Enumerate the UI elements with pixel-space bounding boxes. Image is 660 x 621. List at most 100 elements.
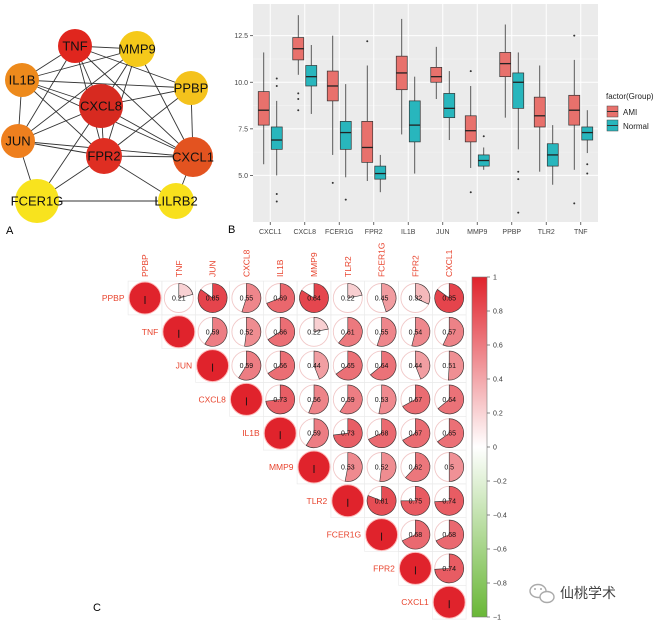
edge-tnf-ppbp <box>74 45 192 89</box>
node-label-fpr2: FPR2 <box>87 149 120 164</box>
corr-cell-cxcl8-mmp9: 0.56 <box>296 382 332 417</box>
colorbar-tick-label: 0.2 <box>493 411 503 418</box>
corr-value-label: 0.52 <box>240 329 254 336</box>
y-tick-label: 10.0 <box>234 80 248 87</box>
x-tick-label-tnf: TNF <box>574 229 588 236</box>
corr-cells: 0.21 0.85 0.55 0.69 0.84 0.22 0.45 0.32 0.85 0.59… <box>127 280 467 620</box>
box-normal-cxcl8 <box>305 44 318 114</box>
box-outlier <box>517 211 520 214</box>
box-body <box>499 52 512 78</box>
box-outlier <box>469 70 472 73</box>
correlation-panel: PPBP TNF JUN CXCL8 IL1B MMP9 TLR2 FCER1G FPR2 CXC… <box>102 243 507 621</box>
corr-value-label: 0.74 <box>442 566 456 573</box>
corr-cell-ppbp-fcer1g: 0.45 <box>364 280 399 316</box>
corr-cell-tnf-cxcl1: 0.57 <box>431 314 467 349</box>
corr-col-label-il1b: IL1B <box>275 259 285 277</box>
corr-col-label-cxcl1: CXCL1 <box>444 249 454 277</box>
boxplot-boxes <box>257 15 594 214</box>
corr-row-label-fpr2: FPR2 <box>373 563 395 573</box>
corr-cell-frame <box>431 584 467 620</box>
corr-row-label-tnf: TNF <box>142 327 159 337</box>
colorbar-tick-label: −0.2 <box>493 479 507 486</box>
x-tick-label-mmp9: MMP9 <box>467 229 487 236</box>
corr-row-label-jun: JUN <box>176 361 193 371</box>
corr-pie-slice <box>238 350 262 381</box>
corr-cell-jun-il1b: 0.66 <box>262 348 298 383</box>
box-normal-cxcl1 <box>270 77 283 203</box>
colorbar-tick-label: −0.6 <box>493 547 507 554</box>
node-label-mmp9: MMP9 <box>118 42 156 57</box>
network-nodes: TNF MMP9 IL1B PPBP CXCL8 JUN FPR2 CXCL1 FCER1G LI… <box>1 29 214 223</box>
box-outlier <box>275 193 278 196</box>
corr-diag-tlr2 <box>330 483 365 518</box>
box-body <box>270 126 283 150</box>
corr-pie-slice <box>266 283 295 313</box>
network-panel: TNF MMP9 IL1B PPBP CXCL8 JUN FPR2 CXCL1 FCER1G LI… <box>1 29 214 223</box>
corr-row-label-cxcl1: CXCL1 <box>401 597 429 607</box>
corr-cell-fpr2-cxcl1: 0.74 <box>431 551 467 586</box>
panel-label-a: A <box>6 225 14 237</box>
box-outlier <box>482 135 485 138</box>
node-il1b <box>5 63 39 97</box>
corr-value-label: 0.69 <box>273 296 287 303</box>
corr-pie-slice <box>313 316 329 333</box>
edge-il1b-ppbp <box>21 79 192 89</box>
colorbar-tick-label: 0 <box>493 445 497 452</box>
corr-cell-tnf-tlr2: 0.61 <box>330 314 365 349</box>
edge-il1b-fpr2 <box>21 79 105 157</box>
node-fcer1g <box>15 179 59 223</box>
corr-pie-slice <box>299 283 329 313</box>
box-body <box>430 67 443 83</box>
colorbar-tick-label: 0.8 <box>493 309 503 316</box>
x-tick-label-ppbp: PPBP <box>502 229 521 236</box>
corr-value-label: 0.84 <box>307 296 321 303</box>
corr-pie-slice <box>379 452 397 482</box>
box-ami-mmp9 <box>464 70 477 194</box>
corr-pie-slice <box>338 316 363 347</box>
corr-pie-slice <box>402 418 431 448</box>
corr-pie-slice <box>381 283 397 313</box>
corr-pie-slice <box>411 316 431 347</box>
boxplot-x-ticks: CXCL1 CXCL8 FCER1G FPR2 IL1B JUN MMP9 PPBP TLR2 T… <box>259 222 588 236</box>
corr-cell-tnf-mmp9: 0.22 <box>296 314 332 349</box>
corr-cell-fcer1g-cxcl1: 0.68 <box>431 517 467 552</box>
legend-label-normal: Normal <box>623 122 649 131</box>
corr-value-label: 0.22 <box>341 296 355 303</box>
corr-col-label-cxcl8: CXCL8 <box>241 249 251 277</box>
node-jun <box>1 124 35 158</box>
corr-cell-jun-tlr2: 0.65 <box>330 348 365 383</box>
corr-row-label-ppbp: PPBP <box>102 293 125 303</box>
corr-cell-jun-fcer1g: 0.64 <box>364 348 399 383</box>
corr-value-label: 0.66 <box>273 329 287 336</box>
corr-pie-slice <box>344 452 363 482</box>
box-outlier <box>366 40 369 43</box>
corr-cell-cxcl8-fcer1g: 0.53 <box>364 382 399 417</box>
box-body <box>374 165 387 180</box>
corr-diag-il1b <box>262 415 298 451</box>
node-fpr2 <box>86 138 122 174</box>
corr-cell-cxcl8-tlr2: 0.59 <box>330 382 365 417</box>
colorbar-tick-label: −1 <box>493 615 501 621</box>
corr-row-label-cxcl8: CXCL8 <box>198 394 226 404</box>
box-ami-il1b <box>395 18 408 135</box>
box-ami-fpr2 <box>361 40 374 182</box>
corr-cell-tlr2-fpr2: 0.75 <box>398 483 433 518</box>
box-body <box>339 121 352 150</box>
corr-value-label: 0.44 <box>409 363 423 370</box>
corr-cell-jun-mmp9: 0.44 <box>296 348 332 383</box>
corr-cell-mmp9-tlr2: 0.53 <box>330 449 365 485</box>
corr-diag-mmp9 <box>296 449 332 485</box>
corr-pie-slice <box>415 283 431 305</box>
edge-mmp9-il1b <box>21 48 138 81</box>
node-label-jun: JUN <box>5 134 30 149</box>
corr-pie-slice <box>267 350 295 381</box>
corr-row-label-mmp9: MMP9 <box>269 462 294 472</box>
corr-cell-il1b-fcer1g: 0.68 <box>364 415 399 451</box>
box-normal-jun <box>443 71 456 141</box>
corr-pie-slice <box>308 384 329 415</box>
corr-cell-tnf-fcer1g: 0.55 <box>364 314 399 349</box>
corr-value-label: 0.21 <box>172 296 186 303</box>
box-ami-jun <box>430 46 443 100</box>
edge-ppbp-fpr2 <box>103 87 192 157</box>
corr-pie-slice <box>434 485 464 516</box>
